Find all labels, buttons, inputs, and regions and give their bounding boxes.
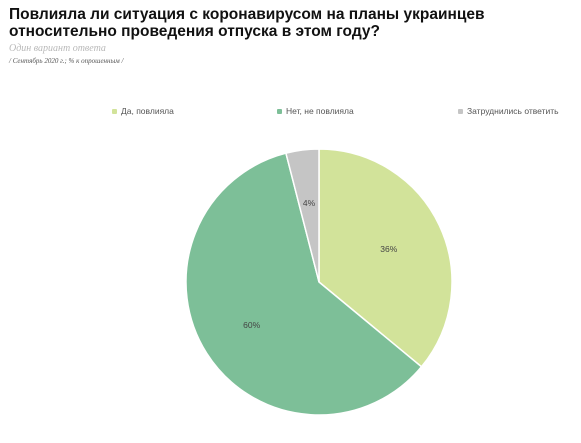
legend-label-no: Нет, не повлияла (286, 106, 354, 116)
pie-slice-yes (318, 148, 453, 368)
pie-label-no: 60% (243, 320, 260, 330)
legend-item-yes: Да, повлияла (112, 106, 174, 116)
pie-slice-undecided (285, 148, 320, 283)
legend-item-undecided: Затруднились ответить (458, 106, 559, 116)
chart-subtitle: Один вариант ответа (9, 43, 106, 54)
chart-note: / Сентябрь 2020 г.; % к опрошенным / (9, 57, 124, 65)
legend-label-yes: Да, повлияла (121, 106, 174, 116)
legend-item-no: Нет, не повлияла (277, 106, 354, 116)
pie-label-yes: 36% (380, 244, 397, 254)
chart-title: Повлияла ли ситуация с коронавирусом на … (9, 6, 485, 40)
legend-label-undecided: Затруднились ответить (467, 106, 559, 116)
legend-swatch-yes (112, 108, 117, 114)
legend-swatch-no (277, 108, 282, 114)
pie-slice-no (185, 152, 423, 416)
chart-legend: Да, повлияла Нет, не повлияла Затруднили… (0, 106, 581, 118)
legend-swatch-undecided (458, 108, 463, 114)
pie-label-undecided: 4% (303, 198, 316, 208)
